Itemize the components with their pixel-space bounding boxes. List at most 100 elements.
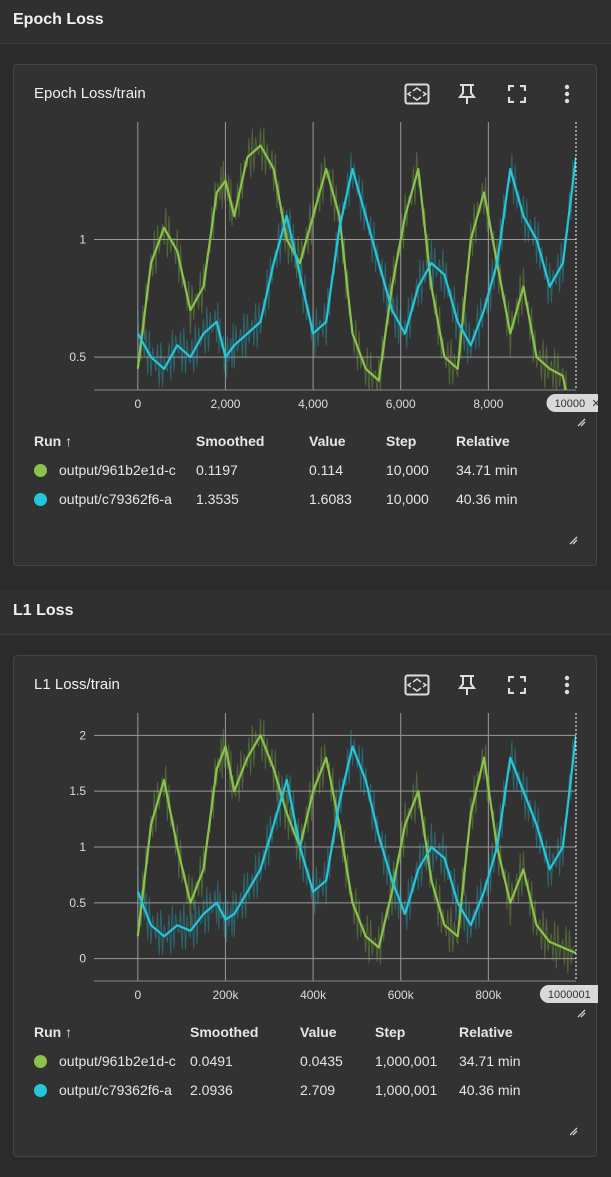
- section-header-l1-loss[interactable]: L1 Loss: [0, 591, 611, 635]
- y-tick-label: 1: [79, 840, 86, 854]
- smoothed-value: 2.0936: [190, 1081, 233, 1098]
- fit-domain-icon: [404, 83, 430, 105]
- relative-time: 40.36 min: [456, 490, 518, 507]
- close-icon[interactable]: ✕: [592, 398, 599, 410]
- runs-table: Run ↑ Smoothed Value Step Relative outpu…: [34, 1018, 564, 1104]
- y-tick-label: 0.5: [69, 896, 86, 910]
- pin-icon: [458, 84, 476, 104]
- card-title: L1 Loss/train: [34, 676, 120, 693]
- relative-time: 34.71 min: [456, 461, 518, 478]
- fullscreen-icon: [508, 676, 526, 694]
- resize-handle-icon: [577, 1009, 586, 1018]
- x-tick-label: 2,000: [210, 397, 240, 411]
- resize-handle-icon: [577, 418, 586, 427]
- column-header-relative[interactable]: Relative: [459, 1024, 513, 1040]
- fullscreen-icon: [508, 85, 526, 103]
- relative-time: 40.36 min: [459, 1081, 521, 1098]
- step: 1,000,001: [375, 1081, 438, 1098]
- table-row: output/c79362f6-a 2.0936 2.709 1,000,001…: [34, 1075, 564, 1104]
- step-cursor-label: 10000: [555, 398, 586, 410]
- x-tick-label: 200k: [212, 988, 239, 1002]
- column-header-step[interactable]: Step: [375, 1024, 406, 1040]
- step: 10,000: [386, 490, 429, 507]
- more-options-button[interactable]: [552, 79, 582, 109]
- pin-button[interactable]: [452, 79, 482, 109]
- column-header-value[interactable]: Value: [300, 1024, 337, 1040]
- run-name: output/c79362f6-a: [59, 1081, 172, 1098]
- column-header-relative[interactable]: Relative: [456, 433, 510, 449]
- line-chart[interactable]: 0.5 1 0 2,000 4,000 6,000 8,000 10000 ✕: [14, 65, 598, 435]
- x-tick-label: 400k: [300, 988, 327, 1002]
- more-vert-icon: [564, 84, 570, 104]
- plot-area: [136, 127, 576, 390]
- step: 1,000,001: [375, 1052, 438, 1069]
- y-tick-label: 2: [79, 728, 86, 742]
- section-title: Epoch Loss: [13, 11, 104, 28]
- section-title: L1 Loss: [13, 602, 74, 619]
- smoothed-value: 1.3535: [196, 490, 239, 507]
- column-header-value[interactable]: Value: [309, 433, 346, 449]
- value: 1.6083: [309, 490, 352, 507]
- chip-background: [546, 394, 598, 412]
- pin-icon: [458, 675, 476, 695]
- smoothed-value: 0.0491: [190, 1052, 233, 1069]
- step-cursor-label: 1000001: [548, 989, 591, 1001]
- series-line: [136, 735, 576, 938]
- y-tick-label: 0.5: [69, 350, 86, 364]
- table-row: output/961b2e1d-c 0.1197 0.114 10,000 34…: [34, 455, 564, 484]
- value: 2.709: [300, 1081, 336, 1098]
- run-color-dot: [34, 464, 47, 478]
- table-row: output/c79362f6-a 1.3535 1.6083 10,000 4…: [34, 484, 564, 513]
- resize-handle-icon[interactable]: [568, 535, 578, 545]
- x-tick-label: 8,000: [473, 397, 503, 411]
- x-tick-label: 600k: [388, 988, 415, 1002]
- card-title: Epoch Loss/train: [34, 85, 146, 102]
- run-color-dot: [34, 1055, 47, 1069]
- fullscreen-button[interactable]: [502, 79, 532, 109]
- x-tick-label: 800k: [475, 988, 502, 1002]
- column-header-run[interactable]: Run ↑: [34, 1024, 73, 1040]
- table-row: output/961b2e1d-c 0.0491 0.0435 1,000,00…: [34, 1046, 564, 1075]
- x-tick-label: 0: [134, 988, 141, 1002]
- x-tick-label: 6,000: [386, 397, 416, 411]
- step-cursor-chip[interactable]: 1000001✕: [539, 985, 598, 1003]
- plot-area: [136, 718, 576, 974]
- pin-button[interactable]: [452, 670, 482, 700]
- section-header-epoch-loss[interactable]: Epoch Loss: [0, 0, 611, 44]
- fit-domain-icon: [404, 674, 430, 696]
- value: 0.114: [309, 461, 343, 478]
- fit-domain-button[interactable]: [402, 79, 432, 109]
- fullscreen-button[interactable]: [502, 670, 532, 700]
- series-line: [136, 144, 567, 390]
- y-tick-label: 1: [79, 233, 86, 247]
- y-tick-label: 1.5: [69, 784, 86, 798]
- run-name: output/961b2e1d-c: [59, 1052, 176, 1069]
- more-options-button[interactable]: [552, 670, 582, 700]
- chart-card-l1-loss: L1 Loss/train 0 0.5 1 1.5 2 0 200k 400k 600k 800k…: [13, 655, 598, 1157]
- run-color-dot: [34, 1084, 47, 1098]
- relative-time: 34.71 min: [459, 1052, 521, 1069]
- resize-handle-icon[interactable]: [568, 1126, 578, 1136]
- x-tick-label: 0: [134, 397, 141, 411]
- run-name: output/961b2e1d-c: [59, 461, 176, 478]
- column-header-run[interactable]: Run ↑: [34, 433, 73, 449]
- column-header-step[interactable]: Step: [386, 433, 417, 449]
- series-line: [136, 157, 576, 370]
- run-name: output/c79362f6-a: [59, 490, 172, 507]
- smoothed-value: 0.1197: [196, 461, 238, 478]
- column-header-smoothed[interactable]: Smoothed: [196, 433, 265, 449]
- value: 0.0435: [300, 1052, 343, 1069]
- column-header-smoothed[interactable]: Smoothed: [190, 1024, 259, 1040]
- series-line: [136, 734, 576, 955]
- runs-table: Run ↑ Smoothed Value Step Relative outpu…: [34, 427, 564, 513]
- chart-card-epoch-loss: Epoch Loss/train 0.5 1 0 2,000 4,000 6,000 8,0…: [13, 64, 598, 566]
- chip-background: [539, 985, 598, 1003]
- y-tick-label: 0: [79, 952, 86, 966]
- x-tick-label: 4,000: [298, 397, 328, 411]
- more-vert-icon: [564, 675, 570, 695]
- step: 10,000: [386, 461, 429, 478]
- fit-domain-button[interactable]: [402, 670, 432, 700]
- line-chart[interactable]: 0 0.5 1 1.5 2 0 200k 400k 600k 800k 1000001✕: [14, 656, 598, 1026]
- step-cursor-chip[interactable]: 10000 ✕: [546, 394, 599, 412]
- run-color-dot: [34, 493, 47, 507]
